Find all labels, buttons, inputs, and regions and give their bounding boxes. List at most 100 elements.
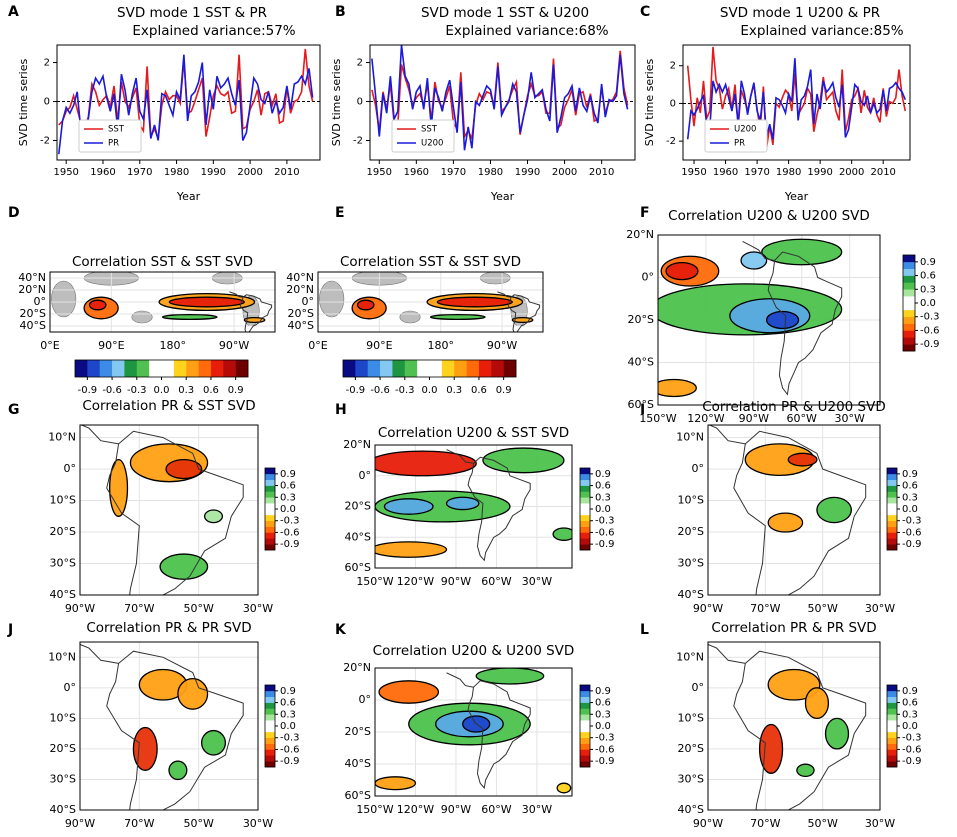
- colorbar-label: -0.3: [902, 516, 922, 527]
- map-frame: [707, 424, 881, 596]
- field-contour: [740, 251, 768, 270]
- y-tick-label: 0°: [359, 693, 372, 706]
- colorbar-label: 0.3: [280, 492, 296, 503]
- colorbar-cell: [580, 737, 590, 744]
- colorbar-cell: [580, 509, 590, 516]
- x-tick-label: 1990: [807, 167, 832, 178]
- map-frame: [49, 271, 276, 333]
- colorbar-label: -0.9: [346, 385, 366, 396]
- colorbar-cell: [903, 261, 915, 270]
- colorbar-cell: [903, 282, 915, 290]
- colorbar-cell: [580, 761, 590, 768]
- field-contour: [758, 723, 784, 774]
- coastline: [80, 425, 119, 445]
- colorbar-cell: [903, 344, 915, 352]
- panel-title: Correlation SST & SST SVD: [72, 254, 253, 270]
- x-tick-label: 30°W: [834, 412, 864, 425]
- colorbar-label: 0.9: [280, 469, 296, 480]
- map-frame: [374, 667, 573, 797]
- coastline: [708, 425, 746, 445]
- y-axis-label: SVD time series: [17, 59, 30, 147]
- colorbar-cell: [580, 708, 590, 715]
- colorbar-label: 0.9: [280, 686, 296, 697]
- field-contour: [378, 680, 440, 704]
- x-tick-label: 180°: [159, 339, 186, 352]
- x-tick-label: 90°W: [65, 602, 95, 615]
- field-contour: [161, 313, 218, 321]
- colorbar-cell: [580, 479, 590, 486]
- colorbar-label: -0.9: [78, 385, 98, 396]
- colorbar-cell: [903, 255, 915, 263]
- x-tick-label: 90°W: [65, 817, 95, 830]
- colorbar-cell: [355, 360, 369, 377]
- colorbar-cell: [580, 749, 590, 756]
- x-tick-label: 70°W: [124, 602, 154, 615]
- coastline: [733, 430, 867, 595]
- y-tick-label: 20°S: [345, 725, 371, 738]
- coastline: [446, 449, 474, 464]
- legend-label: SST: [108, 125, 125, 135]
- y-axis-label: SVD time series: [643, 59, 656, 147]
- x-tick-label: 1980: [164, 167, 189, 178]
- y-tick-label: 10°N: [676, 650, 704, 663]
- y-tick-label: 20°N: [18, 283, 46, 296]
- plot-frame: [56, 44, 321, 161]
- x-axis-label: Year: [176, 190, 201, 203]
- colorbar-label: -0.9: [595, 539, 615, 550]
- x-tick-label: 50°W: [807, 602, 837, 615]
- colorbar-cell: [265, 479, 275, 486]
- panel-letter: E: [335, 205, 345, 221]
- colorbar-cell: [887, 532, 897, 539]
- y-tick-label: 40°S: [678, 803, 704, 816]
- colorbar-cell: [887, 731, 897, 739]
- colorbar-cell: [887, 473, 897, 481]
- map-field: [375, 668, 572, 796]
- x-tick-label: 2010: [870, 167, 895, 178]
- map-background: [708, 642, 880, 810]
- colorbar-cell: [265, 696, 275, 703]
- field-contour: [767, 512, 804, 533]
- y-tick-label: 20°S: [628, 313, 654, 326]
- colorbar-cell: [580, 690, 590, 698]
- colorbar-cell: [580, 526, 590, 533]
- x-tick-label: 1950: [367, 167, 392, 178]
- colorbar-label: -0.6: [902, 744, 922, 755]
- legend-label: U200: [734, 125, 756, 135]
- colorbar-cell: [887, 726, 897, 733]
- coastline: [106, 650, 244, 810]
- coastline: [742, 240, 775, 261]
- y-tick-label: 60°S: [628, 398, 654, 411]
- y-tick-label: 0°: [692, 462, 705, 475]
- x-tick-label: 1960: [404, 167, 429, 178]
- field-contour: [475, 668, 545, 685]
- colorbar-label: 0.3: [178, 385, 194, 396]
- colorbar-label: 0.3: [902, 492, 918, 503]
- colorbar-label: -0.3: [920, 312, 940, 323]
- colorbar-cell: [903, 330, 915, 338]
- colorbar-cell: [887, 685, 897, 692]
- x-tick-label: 60°W: [787, 412, 817, 425]
- y-tick-label: 10°S: [50, 711, 76, 724]
- colorbar-label: 0.3: [920, 284, 936, 295]
- y-tick-label: 60°S: [345, 561, 371, 574]
- colorbar-cell: [265, 743, 275, 750]
- coastline: [497, 291, 512, 298]
- land: [399, 310, 421, 324]
- x-axis-label: Year: [784, 190, 809, 203]
- colorbar-label: -0.6: [595, 527, 615, 538]
- colorbar-cell: [265, 503, 275, 510]
- panel-title: Correlation SST & SST SVD: [340, 254, 521, 270]
- colorbar-cell: [887, 468, 897, 475]
- colorbar-cell: [903, 275, 915, 283]
- colorbar-label: 0.6: [280, 698, 296, 709]
- colorbar-label: 0.6: [203, 385, 219, 396]
- field-contour: [203, 509, 224, 524]
- panel-letter: J: [7, 622, 13, 638]
- coastline: [507, 294, 541, 332]
- x-tick-label: 1960: [90, 167, 115, 178]
- colorbar-cell: [503, 360, 517, 377]
- colorbar-cell: [580, 514, 590, 522]
- y-tick-label: 30°S: [678, 557, 704, 570]
- field-contour: [88, 299, 107, 311]
- y-tick-label: 30°S: [50, 772, 76, 785]
